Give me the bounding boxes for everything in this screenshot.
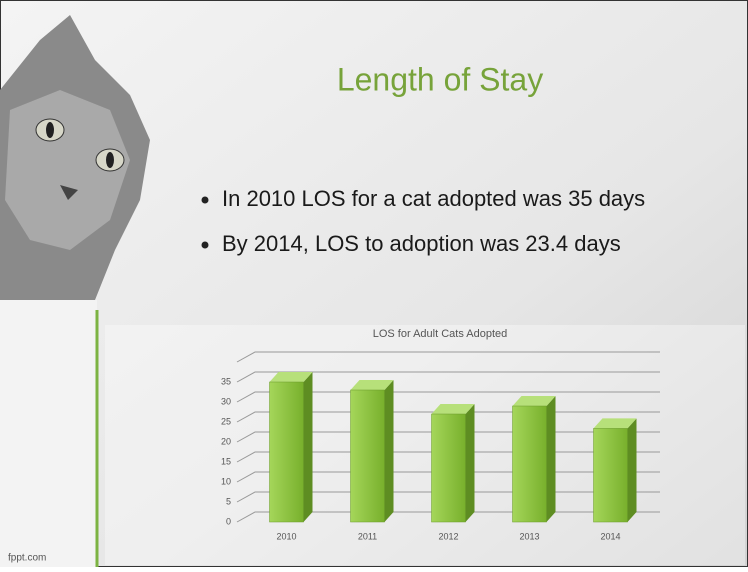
bar-side — [465, 404, 475, 522]
y-tick-label: 10 — [221, 476, 231, 486]
y-tick-label: 30 — [221, 396, 231, 406]
bar — [512, 405, 547, 523]
bar — [350, 389, 385, 523]
bar — [593, 428, 628, 523]
y-tick-label: 25 — [221, 416, 231, 426]
bullet-text: By 2014, LOS to adoption was 23.4 days — [222, 231, 621, 256]
y-tick-label: 20 — [221, 436, 231, 446]
grid-line — [236, 391, 660, 403]
bar-side — [384, 380, 394, 522]
bar-side — [303, 372, 313, 522]
footer: fppt.com — [8, 553, 46, 564]
bar — [431, 413, 466, 523]
bullet-text: In 2010 LOS for a cat adopted was 35 day… — [222, 186, 645, 211]
chart-area — [105, 325, 745, 565]
bar-top — [269, 372, 313, 382]
y-tick-label: 15 — [221, 456, 231, 466]
chart-title: LOS for Adult Cats Adopted — [373, 328, 508, 340]
bar-top — [593, 418, 637, 429]
y-tick-label: 5 — [226, 496, 231, 506]
plot: 0 5 10 15 20 25 30 35 2010 2011 2012 2013 2014 — [221, 351, 660, 541]
grid-line — [236, 351, 660, 363]
x-tick-label: 2012 — [438, 531, 458, 541]
bar-top — [431, 404, 475, 414]
x-tick-label: 2014 — [600, 531, 620, 541]
y-tick-label: 0 — [226, 516, 231, 526]
cat-image — [0, 15, 150, 567]
slide-title: Length of Stay — [337, 61, 543, 97]
x-tick-label: 2011 — [358, 531, 377, 541]
bar-top — [512, 396, 556, 406]
bullet-dot — [201, 241, 209, 249]
bullet-dot — [201, 196, 209, 204]
bar-top — [350, 380, 394, 390]
bar — [269, 381, 304, 523]
y-tick-label: 35 — [221, 376, 231, 386]
grid-line — [236, 371, 660, 383]
bar-side — [546, 396, 556, 522]
bar-side — [627, 418, 637, 522]
x-tick-label: 2013 — [519, 531, 539, 541]
x-tick-label: 2010 — [276, 531, 296, 541]
